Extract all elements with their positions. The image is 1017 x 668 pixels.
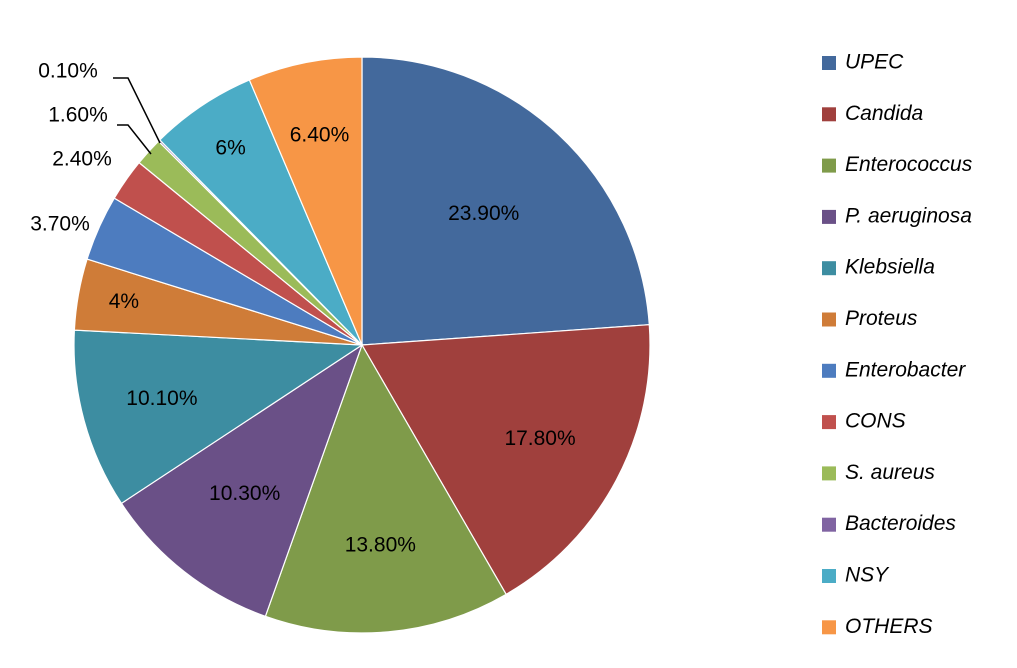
legend-swatch <box>822 261 836 276</box>
legend-label: Proteus <box>845 307 918 330</box>
legend-swatch <box>822 56 836 70</box>
legend-label: Enterococcus <box>845 153 973 176</box>
legend-label: P. aeruginosa <box>845 204 972 227</box>
legend-item: Enterobacter <box>822 358 966 381</box>
legend-label: Klebsiella <box>845 256 935 279</box>
legend-label: Enterobacter <box>845 358 966 381</box>
slice-label-candida: 17.80% <box>504 427 575 450</box>
legend-swatch <box>822 415 836 430</box>
legend-item: Klebsiella <box>822 256 935 279</box>
slice-label-enterococcus: 13.80% <box>345 533 416 556</box>
legend-label: S. aureus <box>845 461 935 484</box>
slice-label-enterobacter: 3.70% <box>30 213 90 236</box>
legend-label: NSY <box>845 564 890 587</box>
legend: UPEC Candida Enterococcus P. aeruginosa Kleb… <box>822 51 973 638</box>
legend-label: Candida <box>845 102 923 125</box>
slice-label-p-aeruginosa: 10.30% <box>209 482 280 505</box>
pie-slice-others <box>248 56 363 346</box>
slice-label-upec: 23.90% <box>448 202 519 225</box>
legend-item: NSY <box>822 564 890 587</box>
legend-swatch <box>822 620 836 635</box>
leader-line <box>113 77 161 144</box>
slice-label-bacteroides: 0.10% <box>38 60 98 83</box>
legend-swatch <box>822 312 836 327</box>
pie-slice-enterococcus <box>264 343 507 634</box>
legend-item: OTHERS <box>822 615 933 638</box>
pie-slice-candida <box>361 324 651 596</box>
legend-item: Enterococcus <box>822 153 973 176</box>
legend-item: P. aeruginosa <box>822 204 972 227</box>
pie-slices <box>73 56 651 634</box>
legend-swatch <box>822 107 836 122</box>
legend-label: OTHERS <box>845 615 933 638</box>
legend-swatch <box>822 466 836 481</box>
pie-slice-p-aeruginosa <box>120 343 364 618</box>
slice-label-proteus: 4% <box>109 290 139 313</box>
legend-item: S. aureus <box>822 461 935 484</box>
legend-item: Proteus <box>822 307 918 330</box>
legend-item: CONS <box>822 410 906 433</box>
legend-label: UPEC <box>845 51 904 74</box>
slice-label-klebsiella: 10.10% <box>126 387 197 410</box>
legend-label: CONS <box>845 410 906 433</box>
pie-slice-klebsiella <box>73 329 364 505</box>
legend-label: Bacteroides <box>845 512 956 535</box>
legend-swatch <box>822 363 836 378</box>
legend-item: UPEC <box>822 51 904 74</box>
leader-line <box>117 124 152 155</box>
slice-label-others: 6.40% <box>290 124 350 147</box>
legend-item: Candida <box>822 102 923 125</box>
pie-slice-upec <box>361 56 650 346</box>
legend-swatch <box>822 569 836 583</box>
legend-swatch <box>822 517 836 532</box>
legend-item: Bacteroides <box>822 512 956 535</box>
legend-swatch <box>822 158 836 173</box>
leader-lines <box>113 77 161 155</box>
slice-label-cons: 2.40% <box>52 148 112 171</box>
slice-labels: 23.90% 17.80% 13.80% 10.30% 10.10% 4% 3.70% 2.4… <box>30 60 575 557</box>
slice-label-nsy: 6% <box>215 136 245 159</box>
slice-label-s-aureus: 1.60% <box>48 104 108 127</box>
legend-swatch <box>822 209 836 224</box>
